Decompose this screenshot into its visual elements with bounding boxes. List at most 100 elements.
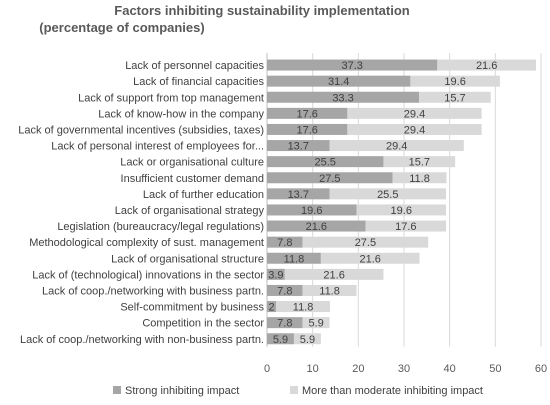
legend-swatch [290,386,298,394]
bar-segment-moderate [365,220,447,232]
category-label: Lack of support from top management [78,92,264,104]
data-label: 31.4 [328,76,349,88]
category-label: Legislation (bureaucracy/legal regulatio… [57,221,264,233]
x-tick-label: 30 [398,363,410,375]
bar-segment-strong [267,220,366,232]
data-label: 21.6 [359,253,380,265]
bar-segment-moderate [410,75,500,87]
bar-segment-strong [267,140,330,152]
data-label: 21.6 [323,269,344,281]
bar-segment-moderate [347,123,482,135]
data-label: 3.9 [268,269,283,281]
bar-segment-strong [267,284,303,296]
category-label: Lack of know-how in the company [98,108,264,120]
data-label: 33.3 [332,92,353,104]
category-label: Lack of governmental incentives (subsidi… [18,124,264,136]
category-label: Insufficient customer demand [121,173,264,185]
bar-segment-moderate [356,204,447,216]
data-label: 5.9 [273,334,288,346]
data-label: 27.5 [355,237,376,249]
bar-segment-strong [267,156,384,168]
bar-segment-strong [267,236,303,248]
data-label: 21.6 [306,221,327,233]
bar-segment-moderate [347,107,482,119]
bar-segment-moderate [293,333,321,345]
data-label: 11.8 [284,253,305,265]
bar-segment-moderate [419,91,491,103]
data-label: 2 [269,302,275,314]
legend-label: More than moderate inhibiting impact [302,385,483,397]
category-labels: Lack of personnel capacities Lack of fina… [18,60,264,346]
x-tick-label: 0 [264,363,270,375]
category-label: Self-commitment by business [120,302,264,314]
legend-label: Strong inhibiting impact [125,385,239,397]
category-label: Lack of coop./networking with non-busine… [20,334,264,346]
bar-segment-strong [267,91,420,103]
category-label: Lack of further education [143,189,264,201]
bars: 37.3 21.6 31.4 19.6 33.3 15.7 17.6 29.4 17.6 29.4… [267,59,536,346]
data-label: 37.3 [341,60,362,72]
data-label: 17.6 [395,221,416,233]
category-label: Lack of organisational strategy [115,205,265,217]
x-tick-label: 50 [489,363,501,375]
data-label: 5.9 [308,318,323,330]
bar-segment-moderate [329,188,447,200]
bar-segment-moderate [284,268,384,280]
x-tick-label: 60 [535,363,547,375]
x-tick-label: 40 [444,363,456,375]
bar-segment-moderate [383,156,456,168]
x-tick-label: 10 [307,363,319,375]
data-label: 27.5 [319,173,340,185]
data-label: 5.9 [300,334,315,346]
legend: Strong inhibiting impact More than modera… [113,385,483,397]
bar-segment-strong [267,123,348,135]
category-label: Lack of coop./networking with business p… [42,285,264,297]
bar-segment-moderate [437,59,536,71]
data-label: 29.4 [404,108,425,120]
bar-segment-strong [267,172,393,184]
x-tick-label: 20 [352,363,364,375]
category-label: Competition in the sector [142,318,264,330]
data-label: 17.6 [296,108,317,120]
category-label: Lack of (technological) innovations in t… [32,269,264,281]
data-label: 25.5 [377,189,398,201]
category-label: Lack of personal interest of employees f… [51,141,264,153]
data-label: 25.5 [315,157,336,169]
data-label: 13.7 [288,141,309,153]
bar-segment-moderate [276,301,331,313]
data-label: 19.6 [391,205,412,217]
x-axis-ticks: 0 10 20 30 40 50 60 [264,363,547,375]
bar-segment-strong [267,333,294,345]
data-label: 15.7 [444,92,465,104]
category-label: Lack of financial capacities [133,76,264,88]
bar-segment-strong [267,204,357,216]
bar-segment-moderate [392,172,447,184]
bar-segment-moderate [320,252,420,264]
data-label: 13.7 [288,189,309,201]
data-label: 29.4 [386,141,407,153]
bar-segment-strong [267,252,321,264]
bar-segment-moderate [302,284,357,296]
chart-title-line-2: (percentage of companies) [39,20,204,35]
data-label: 11.8 [293,302,314,314]
bar-segment-strong [267,301,277,313]
bar-segment-strong [267,317,303,329]
data-label: 7.8 [277,285,292,297]
data-label: 17.6 [296,124,317,136]
data-label: 7.8 [277,237,292,249]
category-label: Lack of personnel capacities [125,60,264,72]
bar-segment-strong [267,188,330,200]
legend-swatch [113,386,121,394]
bar-segment-strong [267,268,285,280]
bar-segment-strong [267,59,438,71]
bar-segment-strong [267,75,411,87]
data-label: 21.6 [476,60,497,72]
chart-title-line-1: Factors inhibiting sustainability implem… [114,3,409,18]
data-label: 29.4 [404,124,425,136]
bar-segment-moderate [302,317,330,329]
bar-segment-moderate [329,140,464,152]
data-label: 15.7 [409,157,430,169]
data-label: 11.8 [409,173,430,185]
data-label: 19.6 [444,76,465,88]
category-label: Methodological complexity of sust. manag… [29,237,264,249]
